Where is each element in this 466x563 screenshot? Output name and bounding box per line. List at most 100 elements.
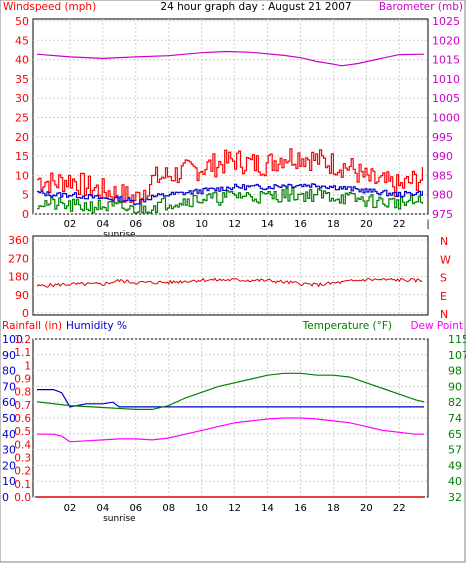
y-tick-left-label: 50 xyxy=(15,15,29,28)
y-tick-left-label: 25 xyxy=(15,112,29,125)
x-tick-label: 16 xyxy=(294,503,307,514)
y-tick-left-label: 270 xyxy=(8,252,29,265)
y-tick-right-label: 1010 xyxy=(432,73,460,86)
x-tick-label: 20 xyxy=(360,219,373,230)
series-barometer xyxy=(36,50,425,67)
series-wind-direction xyxy=(36,277,423,288)
temp-humidity-panel: 0 10 20 30 40 50 60 70 80 90 100 0.00.10.20.3 0.40.5… xyxy=(2,333,466,524)
x-tick-label: 10 xyxy=(195,219,208,230)
y-tick-right-label: 1015 xyxy=(432,54,460,67)
x-tick-label: 08 xyxy=(162,503,175,514)
x-tick-label: 14 xyxy=(261,503,274,514)
y-tick-rain-label: 0.1 xyxy=(14,479,31,491)
x-tick-label: 04 xyxy=(97,219,110,230)
y-tick-humidity-label: 100 xyxy=(2,333,23,346)
y-tick-humidity-label: 70 xyxy=(2,380,16,393)
sunrise-label: sunrise xyxy=(103,514,136,524)
x-tick-label: 06 xyxy=(129,219,142,230)
y-tick-temp-label: 82 xyxy=(448,396,462,409)
wind-barometer-panel: 0510152025303540455097598098599099510001… xyxy=(15,15,460,240)
y-tick-humidity-label: 60 xyxy=(2,396,16,409)
plot-frame xyxy=(32,235,429,316)
barometer-label: Barometer (mb) xyxy=(379,1,463,13)
x-tick-mark: | xyxy=(426,219,429,230)
y-tick-rain-label: 0.7 xyxy=(14,400,31,412)
y-tick-rain-label: 0.3 xyxy=(14,453,31,465)
y-tick-right-label: 995 xyxy=(432,131,453,144)
y-tick-temp-label: 98 xyxy=(448,365,462,378)
series-temperature xyxy=(36,372,425,410)
y-tick-right-label: 1020 xyxy=(432,34,460,47)
x-tick-label: 02 xyxy=(64,503,77,514)
y-tick-rain-label: 0.9 xyxy=(14,374,31,386)
direction-label: N xyxy=(440,308,448,321)
direction-label: S xyxy=(440,272,447,285)
y-tick-right-label: 990 xyxy=(432,150,453,163)
chart-title: 24 hour graph day : August 21 2007 xyxy=(160,1,351,13)
x-tick-label: 10 xyxy=(195,503,208,514)
y-tick-rain-label: 1.1 xyxy=(14,347,31,359)
sunrise-label: sunrise xyxy=(103,230,136,240)
y-tick-humidity-label: 50 xyxy=(2,412,16,425)
series-wind-low xyxy=(37,187,423,214)
y-tick-temp-label: 90 xyxy=(448,380,462,393)
y-tick-left-label: 180 xyxy=(8,271,29,284)
y-tick-right-label: 1025 xyxy=(432,15,460,28)
x-tick-label: 12 xyxy=(228,219,241,230)
y-tick-right-label: 980 xyxy=(432,189,453,202)
plot-frame xyxy=(32,18,429,215)
y-tick-right-label: 1005 xyxy=(432,92,460,105)
y-tick-left-label: 90 xyxy=(15,289,29,302)
y-tick-rain-label: 0.5 xyxy=(14,426,31,438)
x-tick-label: 16 xyxy=(294,219,307,230)
direction-label: W xyxy=(440,253,451,266)
y-tick-rain-label: 0.8 xyxy=(14,387,31,399)
direction-label: N xyxy=(440,235,448,248)
y-tick-rain-label: 0.6 xyxy=(14,413,31,425)
y-tick-humidity-label: 40 xyxy=(2,428,16,441)
y-tick-humidity-label: 20 xyxy=(2,459,16,472)
y-tick-left-label: 35 xyxy=(15,73,29,86)
rainfall-label: Rainfall (in) xyxy=(2,320,62,332)
y-tick-left-label: 5 xyxy=(22,189,29,202)
x-tick-label: 06 xyxy=(129,503,142,514)
x-tick-label: 22 xyxy=(393,503,406,514)
x-tick-label: 02 xyxy=(64,219,77,230)
windspeed-label: Windspeed (mph) xyxy=(3,1,96,13)
x-tick-label: 18 xyxy=(327,219,340,230)
y-tick-right-label: 1000 xyxy=(432,112,460,125)
y-tick-rain-label: 1.2 xyxy=(14,334,31,346)
y-tick-humidity-label: 0 xyxy=(2,491,9,504)
humidity-label: Humidity % xyxy=(66,320,127,332)
y-tick-rain-label: 0.4 xyxy=(14,439,31,451)
y-tick-left-label: 0 xyxy=(22,208,29,221)
y-tick-rain-label: 1 xyxy=(24,360,31,372)
y-tick-humidity-label: 90 xyxy=(2,349,16,362)
series-dew-point xyxy=(37,417,424,443)
y-tick-temp-label: 65 xyxy=(448,428,462,441)
series-wind-avg xyxy=(37,183,423,206)
x-tick-label: 08 xyxy=(162,219,175,230)
y-tick-humidity-label: 30 xyxy=(2,444,16,457)
direction-label: E xyxy=(440,290,447,303)
y-tick-humidity-label: 10 xyxy=(2,475,16,488)
y-tick-humidity-label: 80 xyxy=(2,365,16,378)
y-tick-temp-label: 115 xyxy=(448,333,466,346)
x-tick-label: 14 xyxy=(261,219,274,230)
x-tick-label: 12 xyxy=(228,503,241,514)
y-tick-temp-label: 32 xyxy=(448,491,462,504)
y-tick-temp-label: 74 xyxy=(448,412,462,425)
y-tick-rain-label: 0.2 xyxy=(14,466,31,478)
y-tick-left-label: 0 xyxy=(22,307,29,320)
x-tick-label: 18 xyxy=(327,503,340,514)
y-tick-temp-label: 40 xyxy=(448,475,462,488)
y-tick-temp-label: 107 xyxy=(448,349,466,362)
y-tick-left-label: 30 xyxy=(15,92,29,105)
y-tick-left-label: 10 xyxy=(15,169,29,182)
y-tick-rain-label: 0.0 xyxy=(14,492,31,504)
x-tick-label: 04 xyxy=(97,503,110,514)
series-humidity xyxy=(37,389,424,408)
y-tick-temp-label: 57 xyxy=(448,444,462,457)
